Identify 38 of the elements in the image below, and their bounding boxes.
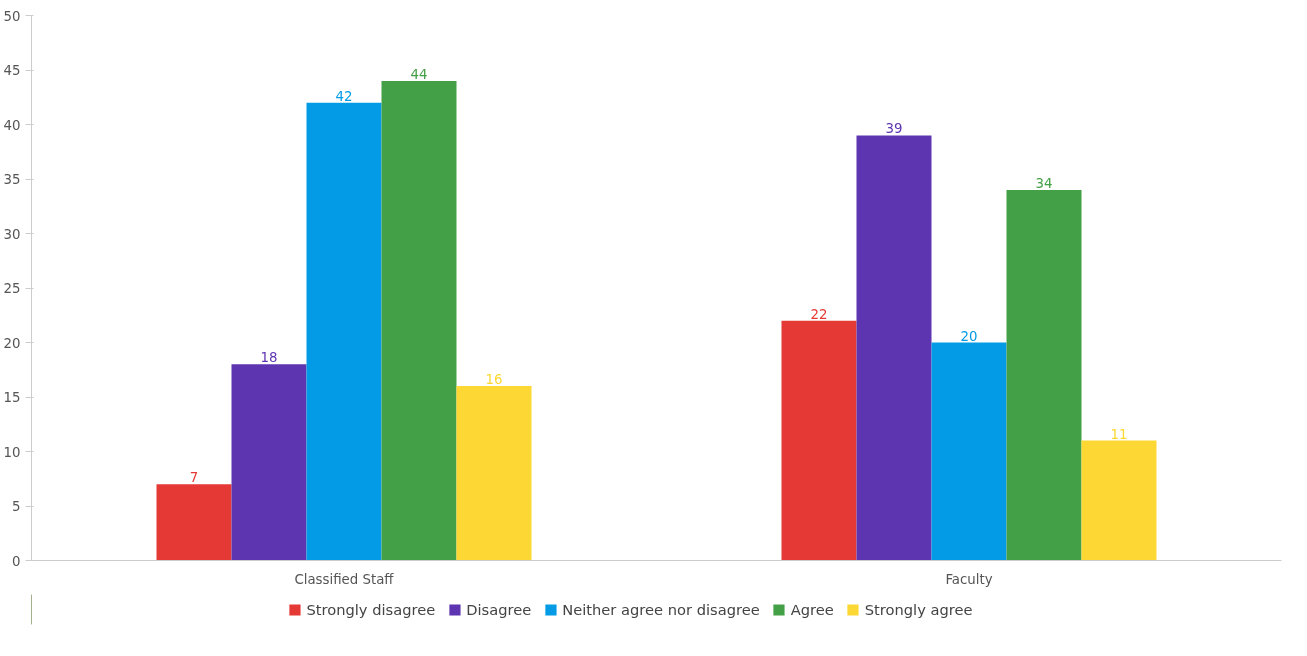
bar — [231, 364, 307, 561]
bar — [456, 386, 532, 561]
y-tick-label: 30 — [3, 226, 21, 242]
data-label: 7 — [189, 470, 199, 486]
legend-label: Agree — [790, 600, 834, 618]
y-tick-label: 15 — [3, 390, 21, 405]
data-label: 11 — [1110, 426, 1128, 442]
x-tick-label: Faculty — [945, 571, 993, 587]
bar — [1006, 189, 1082, 561]
data-label: 22 — [810, 306, 828, 322]
legend-label: Strongly disagree — [306, 600, 436, 618]
bar — [856, 135, 932, 561]
y-tick-label: 45 — [3, 63, 21, 78]
bar — [781, 320, 857, 561]
y-tick-label: 40 — [3, 117, 21, 133]
data-label: 16 — [485, 372, 503, 388]
legend-label: Strongly agree — [864, 600, 973, 618]
bar — [931, 342, 1007, 561]
y-tick-label: 35 — [3, 172, 21, 187]
x-tick-label: Classified Staff — [294, 571, 395, 587]
bar — [306, 102, 382, 561]
data-label: 39 — [885, 121, 903, 137]
y-tick-label: 10 — [3, 444, 21, 460]
bar — [1081, 440, 1157, 561]
y-tick-label: 20 — [3, 335, 21, 351]
data-label: 42 — [335, 88, 353, 104]
y-tick-label: 50 — [3, 8, 21, 24]
bar — [381, 80, 457, 561]
y-tick-label: 0 — [12, 553, 21, 569]
legend-label: Neither agree nor disagree — [562, 600, 760, 618]
y-tick-label: 5 — [12, 499, 21, 514]
legend-label: Disagree — [466, 600, 532, 618]
data-label: 20 — [960, 328, 978, 344]
y-tick-label: 25 — [3, 281, 21, 296]
bar — [156, 484, 232, 561]
data-label: 18 — [260, 350, 278, 366]
data-label: 44 — [410, 66, 428, 82]
data-label: 34 — [1035, 175, 1053, 191]
